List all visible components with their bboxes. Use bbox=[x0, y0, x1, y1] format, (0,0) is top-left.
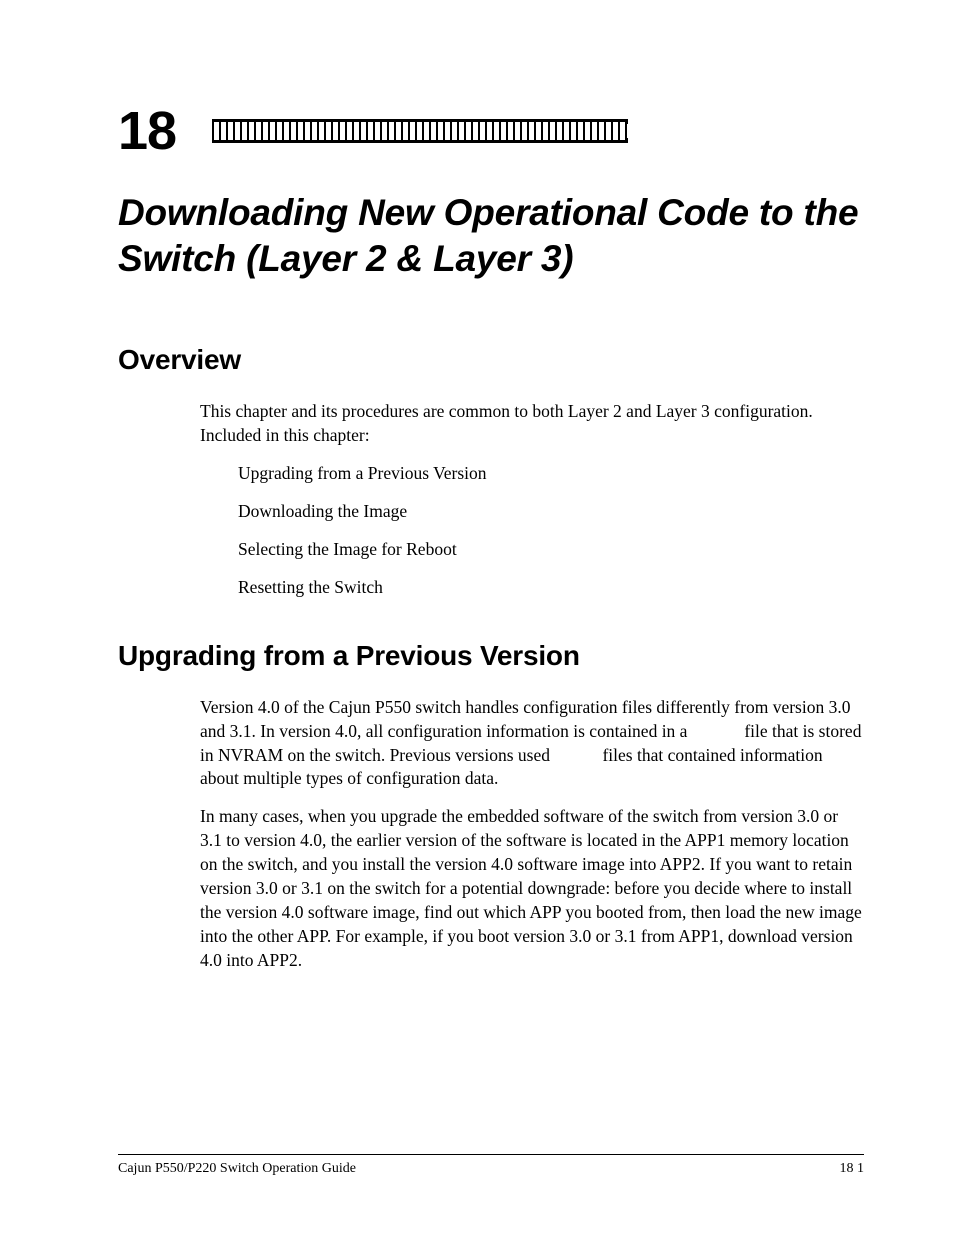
upgrading-body: Version 4.0 of the Cajun P550 switch han… bbox=[200, 696, 864, 974]
footer-right: 18 1 bbox=[840, 1161, 865, 1177]
list-item: Resetting the Switch bbox=[238, 576, 864, 600]
page-footer: Cajun P550/P220 Switch Operation Guide 1… bbox=[118, 1154, 864, 1177]
section-heading-overview: Overview bbox=[118, 344, 864, 376]
chapter-title: Downloading New Operational Code to the … bbox=[118, 190, 864, 282]
overview-body: This chapter and its procedures are comm… bbox=[200, 400, 864, 600]
overview-list: Upgrading from a Previous Version Downlo… bbox=[200, 462, 864, 600]
chapter-header: 18 bbox=[118, 100, 864, 162]
chapter-decor-bar bbox=[212, 119, 628, 143]
section-heading-upgrading: Upgrading from a Previous Version bbox=[118, 640, 864, 672]
overview-intro: This chapter and its procedures are comm… bbox=[200, 400, 864, 448]
list-item: Downloading the Image bbox=[238, 500, 864, 524]
upgrading-para-1: Version 4.0 of the Cajun P550 switch han… bbox=[200, 696, 864, 792]
upgrading-para-2: In many cases, when you upgrade the embe… bbox=[200, 805, 864, 973]
chapter-number: 18 bbox=[118, 100, 176, 162]
footer-rule bbox=[118, 1154, 864, 1155]
footer-row: Cajun P550/P220 Switch Operation Guide 1… bbox=[118, 1161, 864, 1177]
page: 18 Downloading New Operational Code to t… bbox=[0, 0, 954, 1235]
list-item: Upgrading from a Previous Version bbox=[238, 462, 864, 486]
list-item: Selecting the Image for Reboot bbox=[238, 538, 864, 562]
footer-left: Cajun P550/P220 Switch Operation Guide bbox=[118, 1161, 356, 1177]
